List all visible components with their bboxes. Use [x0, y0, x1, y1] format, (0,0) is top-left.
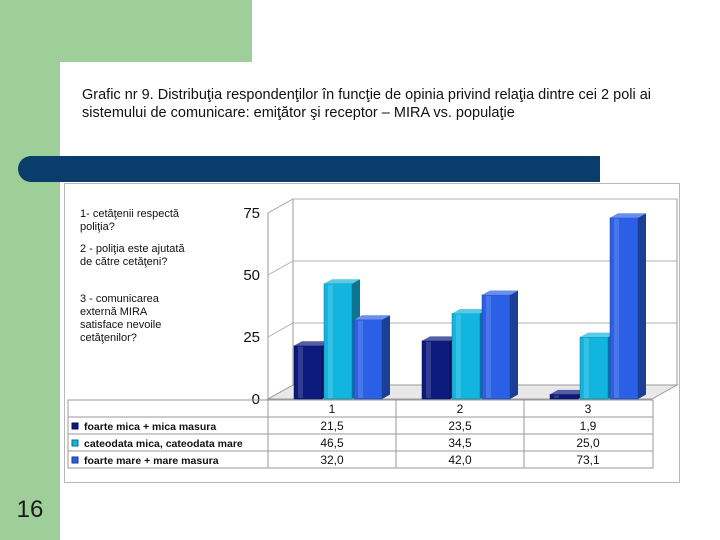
question-note-1: 1- cetăţenii respectă poliţia? — [80, 208, 180, 233]
bar-top — [482, 290, 518, 295]
data-label: 34,5 — [448, 436, 472, 450]
bar-top — [294, 341, 330, 346]
data-label: 23,5 — [448, 419, 472, 433]
bar-highlight — [614, 218, 619, 398]
legend-swatch — [71, 439, 79, 447]
bar-top — [550, 389, 586, 395]
gridline — [267, 260, 677, 276]
data-label: 1,9 — [580, 419, 597, 433]
title-underline-bar — [18, 156, 600, 182]
legend-label: cateodata mica, cateodata mare — [84, 438, 243, 450]
data-label: 42,0 — [448, 453, 472, 467]
bar-highlight — [328, 284, 333, 398]
bar-side — [638, 213, 646, 399]
data-label: 73,1 — [576, 453, 600, 467]
question-note-3: 3 - comunicarea externă MIRA satisface n… — [80, 293, 162, 344]
x-tick-label: 1 — [329, 402, 336, 416]
legend-label: foarte mica + mica masura — [84, 421, 216, 433]
legend-swatch — [71, 422, 79, 430]
slide-number: 16 — [16, 496, 44, 523]
legend-swatch — [71, 456, 79, 464]
bar-top — [580, 332, 616, 337]
y-tick-label: 50 — [243, 267, 260, 284]
bar-side — [510, 290, 518, 399]
slide-title: Grafic nr 9. Distribuţia respondenţilor … — [82, 87, 652, 121]
bar-top — [610, 213, 646, 218]
bar-highlight — [584, 338, 589, 398]
left-wall — [267, 198, 294, 400]
question-note-2: 2 - poliţia este ajutată de către cetăţe… — [80, 243, 185, 268]
y-tick-label: 75 — [243, 205, 260, 222]
bar-highlight — [426, 341, 431, 398]
x-tick-label: 2 — [457, 402, 464, 416]
bar-highlight — [554, 395, 559, 398]
green-side-strip — [0, 0, 60, 540]
bar-top — [354, 315, 390, 320]
bar-top — [452, 309, 488, 314]
bar-highlight — [486, 295, 491, 398]
y-tick-label: 25 — [243, 329, 260, 346]
legend-label: foarte mare + mare masura — [84, 455, 219, 467]
bar-top — [324, 279, 360, 284]
x-tick-label: 3 — [585, 402, 592, 416]
data-label: 21,5 — [320, 419, 344, 433]
data-label: 32,0 — [320, 453, 344, 467]
data-label: 46,5 — [320, 436, 344, 450]
bar-side — [382, 315, 390, 399]
bar-highlight — [358, 320, 363, 398]
gridline — [267, 198, 677, 214]
bar-top — [422, 336, 458, 341]
bar-highlight — [456, 314, 461, 398]
gridline — [267, 322, 677, 338]
data-label: 25,0 — [576, 436, 600, 450]
bar-highlight — [298, 346, 303, 398]
